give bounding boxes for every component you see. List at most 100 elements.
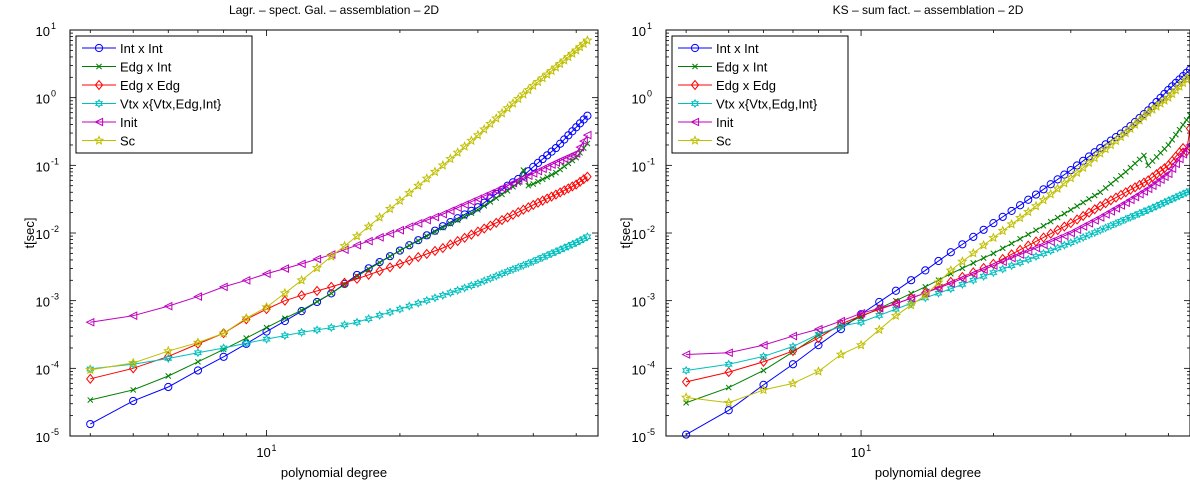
data-point bbox=[1144, 205, 1153, 215]
data-point bbox=[1067, 206, 1074, 213]
data-point bbox=[1187, 112, 1190, 119]
y-tick-exponent: -3 bbox=[647, 292, 655, 302]
data-point bbox=[395, 304, 404, 314]
data-point bbox=[989, 267, 998, 278]
legend-marker bbox=[689, 135, 701, 145]
data-point bbox=[855, 339, 867, 350]
data-point bbox=[395, 225, 405, 235]
data-point bbox=[1171, 192, 1180, 202]
data-point bbox=[1111, 203, 1121, 213]
legend-label: Vtx x{Vtx,Edg,Int} bbox=[716, 97, 818, 112]
data-point bbox=[128, 357, 139, 368]
data-point bbox=[1159, 95, 1170, 105]
y-tick-label: 10 bbox=[632, 227, 646, 242]
data-point bbox=[933, 277, 944, 287]
data-point bbox=[262, 334, 271, 344]
data-point bbox=[759, 356, 768, 367]
data-point bbox=[935, 277, 942, 284]
data-point bbox=[945, 265, 956, 275]
data-point bbox=[339, 240, 350, 251]
data-point bbox=[473, 194, 483, 204]
data-point bbox=[1134, 189, 1144, 199]
data-point bbox=[1030, 200, 1042, 211]
data-point bbox=[1060, 221, 1069, 232]
data-point bbox=[575, 235, 585, 246]
data-point bbox=[1046, 180, 1055, 189]
data-point bbox=[486, 220, 495, 231]
data-point bbox=[874, 324, 885, 335]
data-point bbox=[375, 257, 384, 267]
data-point bbox=[1031, 243, 1041, 253]
x-tick-exponent: 1 bbox=[272, 443, 277, 453]
plot-area: 10 -510 -410 -310 -210 -110 010 110 1 bbox=[36, 21, 598, 460]
data-point bbox=[1039, 232, 1048, 243]
data-point bbox=[328, 290, 335, 297]
data-point bbox=[479, 223, 489, 234]
data-point bbox=[1053, 224, 1062, 236]
data-point bbox=[1040, 222, 1047, 229]
data-point bbox=[263, 324, 270, 331]
legend-label: Int x Int bbox=[120, 41, 163, 56]
data-point bbox=[194, 358, 201, 365]
data-point bbox=[998, 264, 1007, 274]
data-point bbox=[813, 324, 823, 334]
data-point bbox=[327, 281, 336, 293]
data-point bbox=[312, 254, 322, 264]
data-point bbox=[439, 224, 446, 231]
data-point bbox=[430, 245, 440, 257]
legend-label: Edg x Edg bbox=[716, 78, 776, 93]
data-point bbox=[551, 189, 561, 200]
data-point bbox=[1038, 240, 1048, 250]
series-6 bbox=[85, 35, 593, 375]
data-point bbox=[682, 430, 691, 439]
data-point bbox=[422, 248, 432, 260]
data-point bbox=[430, 293, 440, 303]
data-point bbox=[1155, 98, 1166, 108]
data-point bbox=[261, 269, 271, 279]
data-point bbox=[813, 366, 824, 376]
data-point bbox=[1095, 212, 1105, 222]
data-point bbox=[1023, 246, 1033, 256]
data-point bbox=[385, 229, 395, 239]
y-tick-exponent: -5 bbox=[647, 427, 655, 437]
legend-item: Edg x Int bbox=[678, 60, 768, 75]
data-point bbox=[682, 365, 691, 376]
data-point bbox=[280, 330, 289, 341]
data-point bbox=[523, 171, 533, 181]
y-tick-exponent: -5 bbox=[51, 427, 59, 437]
data-point bbox=[1060, 240, 1069, 250]
data-point bbox=[85, 364, 96, 375]
data-point bbox=[1084, 207, 1094, 218]
data-point bbox=[538, 195, 547, 206]
data-point bbox=[561, 163, 568, 170]
y-tick-exponent: -3 bbox=[51, 292, 59, 302]
y-tick-exponent: 1 bbox=[51, 21, 56, 31]
data-point bbox=[1168, 194, 1177, 204]
data-point bbox=[1172, 131, 1179, 138]
legend-item: Edg x Int bbox=[82, 60, 172, 75]
data-point bbox=[1113, 176, 1119, 183]
data-point bbox=[423, 233, 430, 240]
data-point bbox=[86, 419, 95, 429]
y-tick-label: 10 bbox=[632, 362, 646, 377]
data-point bbox=[560, 243, 569, 253]
data-point bbox=[1016, 257, 1025, 268]
data-point bbox=[572, 237, 581, 248]
data-point bbox=[460, 283, 469, 293]
data-point bbox=[933, 283, 943, 293]
data-point bbox=[836, 318, 846, 330]
legend-label: Vtx x{Vtx,Edg,Int} bbox=[120, 97, 222, 112]
data-point bbox=[922, 283, 929, 290]
data-point bbox=[446, 239, 455, 250]
axis-ticks: 10 -510 -410 -310 -210 -110 010 110 1 bbox=[632, 21, 1190, 460]
data-point bbox=[375, 265, 384, 277]
data-point bbox=[1033, 227, 1039, 234]
data-point bbox=[404, 222, 414, 232]
data-point bbox=[374, 232, 384, 242]
data-point bbox=[1078, 210, 1088, 222]
legend-box bbox=[671, 35, 849, 154]
data-point bbox=[481, 202, 488, 209]
data-point bbox=[430, 212, 440, 222]
legend-marker bbox=[96, 63, 102, 70]
legend-box bbox=[75, 35, 253, 154]
